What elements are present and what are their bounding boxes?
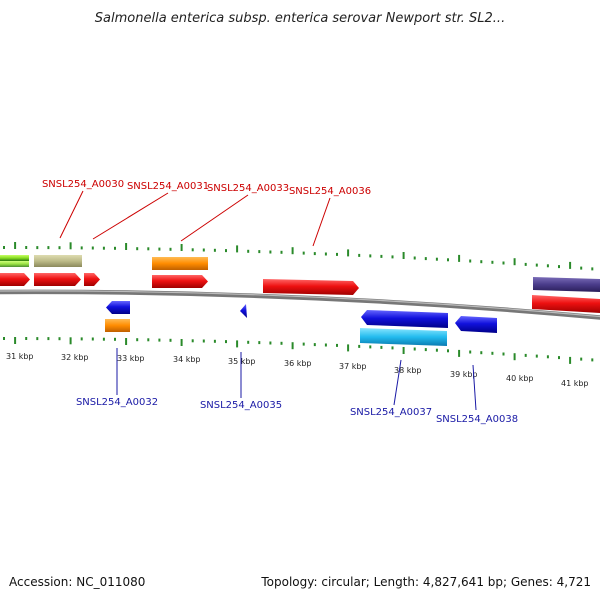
topology-text: Topology: circular; Length: 4,827,641 bp… [260, 575, 591, 589]
tick-label-38: 38 kbp [394, 366, 422, 375]
label-a0032[interactable]: SNSL254_A0032 [76, 397, 158, 408]
tick-label-39: 39 kbp [450, 370, 478, 379]
inner-tick-row [3, 337, 594, 364]
feature-cyan[interactable] [360, 328, 447, 346]
tick-label-36: 36 kbp [284, 359, 312, 368]
gene-red-a0031[interactable] [84, 273, 100, 286]
label-a0031[interactable]: SNSL254_A0031 [127, 181, 209, 192]
gene-red-right[interactable] [532, 295, 600, 313]
gene-red-1[interactable] [0, 273, 30, 286]
gene-blue-a0035[interactable] [240, 304, 247, 318]
label-a0035[interactable]: SNSL254_A0035 [200, 400, 282, 411]
bottom-leader-lines [116, 348, 477, 411]
outer-tick-row [3, 242, 594, 271]
gene-blue-a0038[interactable] [455, 316, 497, 333]
map-title: Salmonella enterica subsp. enterica sero… [95, 11, 505, 26]
label-a0038[interactable]: SNSL254_A0038 [436, 414, 518, 425]
gene-red-a0033[interactable] [152, 275, 208, 288]
tick-label-33: 33 kbp [117, 354, 145, 363]
tick-label-40: 40 kbp [506, 374, 534, 383]
feature-lime-outer-2[interactable] [0, 261, 29, 267]
label-a0037[interactable]: SNSL254_A0037 [350, 407, 432, 418]
tick-label-37: 37 kbp [339, 362, 367, 371]
gene-red-a0030[interactable] [34, 273, 81, 286]
top-leader-lines [59, 190, 331, 247]
tick-label-34: 34 kbp [173, 355, 201, 364]
gene-red-a0036[interactable] [263, 279, 359, 295]
accession-text: Accession: NC_011080 [9, 575, 145, 589]
tick-label-32: 32 kbp [61, 353, 89, 362]
feature-orange-top[interactable] [152, 257, 208, 270]
tick-label-41: 41 kbp [561, 379, 589, 388]
gene-blue-a0032[interactable] [106, 301, 130, 314]
tick-labels: 31 kbp 32 kbp 33 kbp 34 kbp 35 kbp 36 kb… [6, 352, 589, 388]
tick-label-35: 35 kbp [228, 357, 256, 366]
label-a0033[interactable]: SNSL254_A0033 [207, 183, 289, 194]
gene-blue-a0037[interactable] [361, 310, 448, 328]
genome-backbone [0, 289, 600, 320]
label-a0030[interactable]: SNSL254_A0030 [42, 179, 124, 190]
feature-purple[interactable] [533, 277, 600, 292]
feature-orange-bottom[interactable] [105, 319, 130, 332]
tick-label-31: 31 kbp [6, 352, 34, 361]
label-a0036[interactable]: SNSL254_A0036 [289, 186, 371, 197]
feature-khaki[interactable] [34, 255, 82, 267]
feature-lime-outer[interactable] [0, 255, 29, 261]
